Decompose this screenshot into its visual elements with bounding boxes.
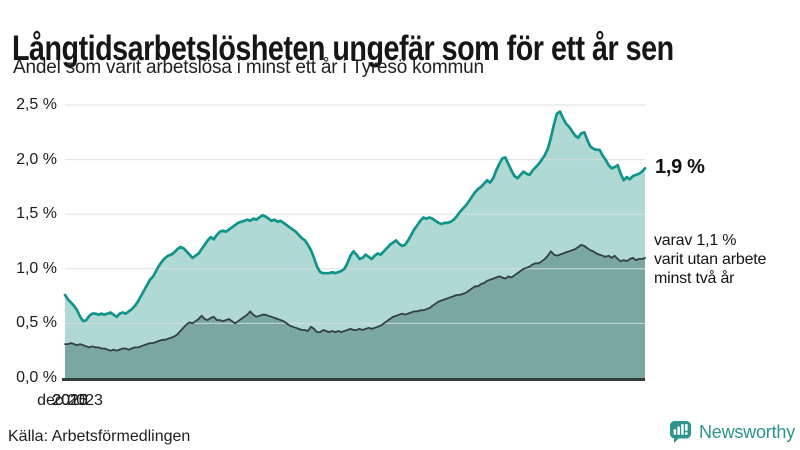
chart-title: Långtidsarbetslösheten ungefär som för e…	[12, 29, 674, 69]
y-tick-label: 2,0 %	[16, 151, 57, 168]
brand-name: Newsworthy	[698, 422, 795, 442]
one-year-line	[63, 110, 647, 323]
x-tick-label: dec 2023	[37, 392, 103, 409]
end-value-label: 1,9 %	[655, 156, 705, 178]
y-tick-label: 1,5 %	[16, 205, 57, 222]
source-note: Källa: Arbetsförmedlingen	[8, 428, 191, 445]
x-tick-label: 2020	[52, 392, 88, 409]
newsworthy-icon	[669, 420, 693, 445]
y-tick-label: 1,0 %	[16, 260, 57, 277]
y-tick-label: 0,0 %	[16, 369, 57, 386]
x-tick-label: 2015	[52, 392, 88, 409]
secondary-series-annotation: varav 1,1 % varit utan arbete minst två …	[654, 232, 767, 287]
two-year-line	[64, 243, 646, 352]
two-year-area	[65, 244, 645, 378]
x-tick-label: 2010	[52, 392, 88, 409]
y-tick-label: 0,5 %	[16, 314, 57, 331]
brand-logo: Newsworthy	[669, 420, 795, 445]
y-tick-label: 2,5 %	[16, 96, 57, 113]
chart-subtitle: Andel som varit arbetslösa i minst ett å…	[13, 57, 484, 78]
